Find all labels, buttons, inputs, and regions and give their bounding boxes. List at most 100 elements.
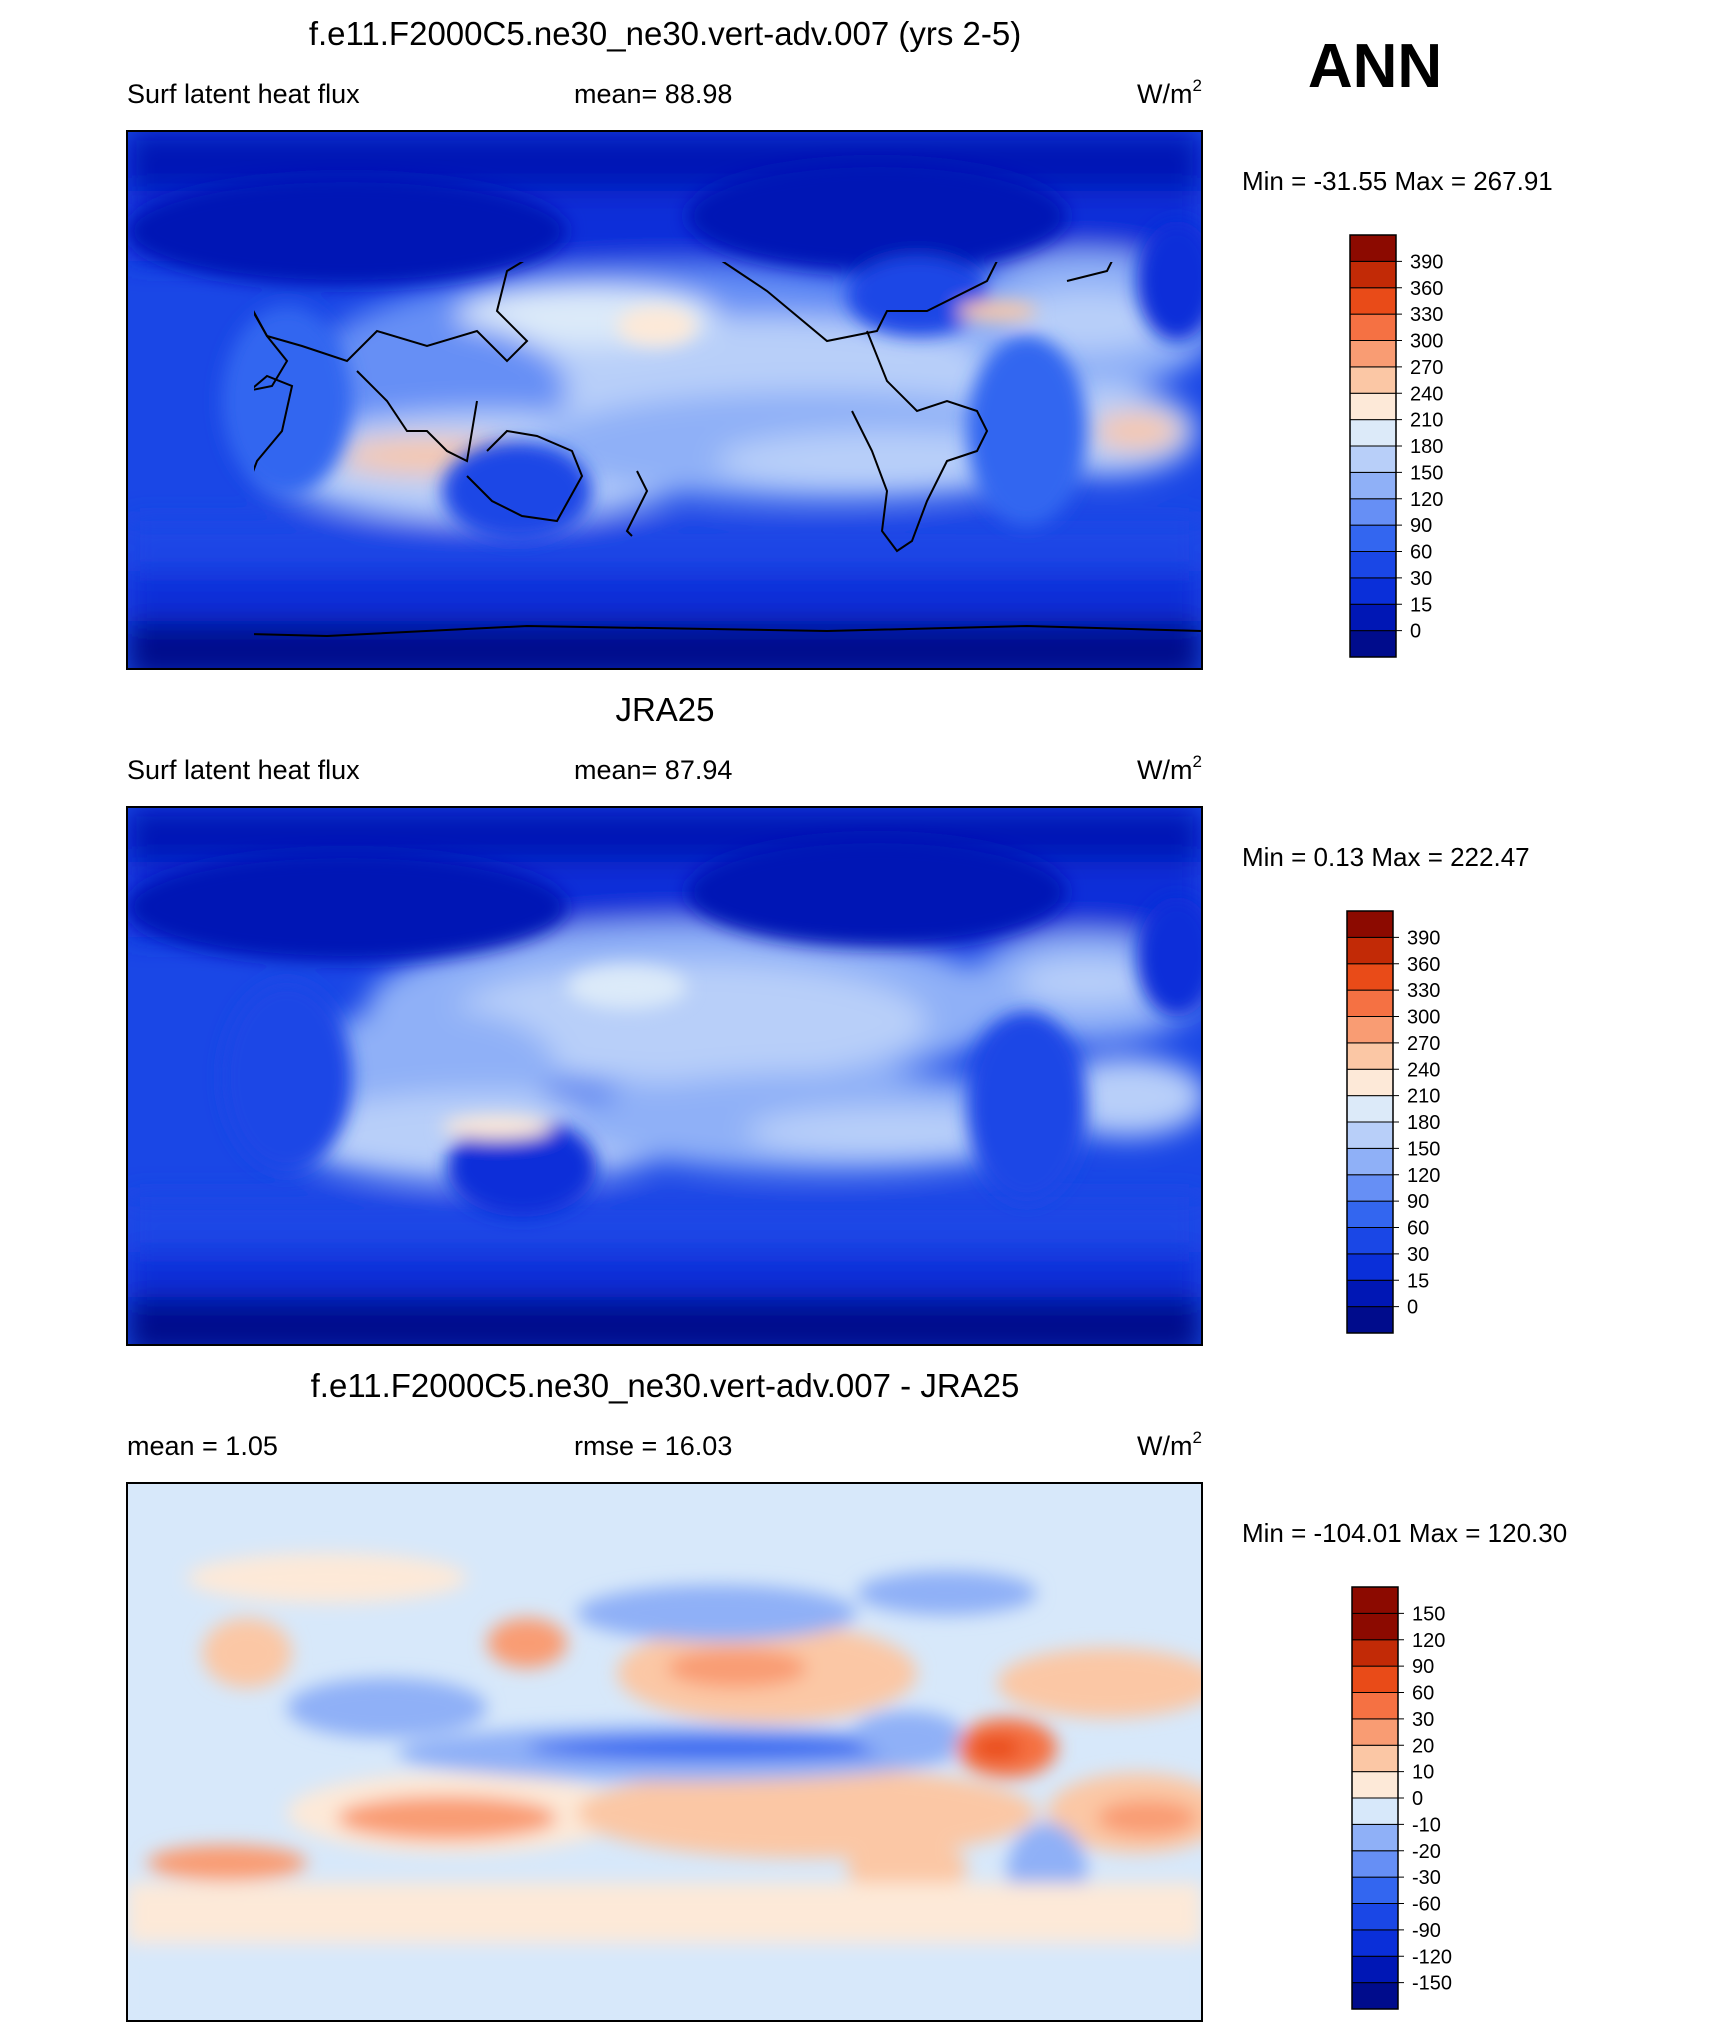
colorbar-tick-label: 0 [1407, 1297, 1418, 1319]
colorbar-tick-label: 270 [1410, 357, 1443, 379]
colorbar-box [1346, 1253, 1394, 1281]
colorbar-tick-label: 390 [1407, 927, 1440, 949]
colorbar-box [1351, 1771, 1399, 1799]
panel-units: W/m2 [1137, 1428, 1202, 1461]
colorbar-tick-label: 390 [1410, 251, 1443, 273]
panel-title: JRA25 [615, 691, 714, 728]
colorbar-tick-label: 90 [1412, 1656, 1434, 1678]
colorbar-tick-label: 180 [1410, 436, 1443, 458]
colorbar-tick-label: 330 [1407, 980, 1440, 1002]
colorbar: -150 -120 -90 -60 -30 -20 -10 0 10 20 30 60 90 120 150 [1351, 1586, 1452, 2010]
colorbar-box [1349, 366, 1397, 394]
colorbar-box [1349, 234, 1397, 262]
colorbar-tick-label: 90 [1407, 1191, 1429, 1213]
colorbar-box [1346, 1227, 1394, 1255]
colorbar-tick-label: -150 [1412, 1973, 1452, 1995]
colorbar-tick-label: 15 [1407, 1270, 1429, 1292]
colorbar: 0 15 30 60 90 120 150 180 210 240 270 300 330 360 390 [1349, 234, 1443, 658]
map-frame [126, 1482, 1203, 2022]
colorbar-tick-label: 150 [1410, 462, 1443, 484]
colorbar-tick-label: 360 [1407, 954, 1440, 976]
colorbar-box [1346, 910, 1394, 938]
colorbar-box [1349, 498, 1397, 526]
panel-minmax: Min = 0.13 Max = 222.47 [1242, 842, 1530, 872]
colorbar-tick-label: 30 [1407, 1244, 1429, 1266]
colorbar-box [1351, 1639, 1399, 1667]
colorbar-box [1351, 1929, 1399, 1957]
map-frame [126, 806, 1203, 1346]
panel-center-label: rmse = 16.03 [574, 1431, 732, 1461]
panel-minmax: Min = -104.01 Max = 120.30 [1242, 1518, 1567, 1548]
colorbar-tick-label: 60 [1410, 542, 1432, 564]
colorbar-box [1349, 630, 1397, 658]
colorbar-tick-label: 90 [1410, 515, 1432, 537]
coastlines [254, 262, 1203, 638]
season-label: ANN [1308, 32, 1442, 101]
colorbar-tick-label: 120 [1412, 1630, 1445, 1652]
colorbar-tick-label: 300 [1410, 331, 1443, 353]
panel-difference: f.e11.F2000C5.ne30_ne30.vert-adv.007 - J… [126, 1367, 1567, 2022]
colorbar-box [1349, 603, 1397, 632]
panel-center-label: mean= 87.94 [574, 755, 732, 785]
colorbar-box [1351, 1718, 1399, 1746]
colorbar-box [1349, 445, 1397, 473]
colorbar-box [1349, 340, 1397, 368]
colorbar-tick-label: 120 [1410, 489, 1443, 511]
colorbar-tick-label: -10 [1412, 1814, 1441, 1836]
colorbar-box [1346, 1279, 1394, 1308]
colorbar-tick-label: 360 [1410, 278, 1443, 300]
colorbar-box [1351, 1586, 1399, 1614]
colorbar-box [1349, 471, 1397, 500]
panel-left-label: Surf latent heat flux [127, 755, 360, 785]
panel-minmax: Min = -31.55 Max = 267.91 [1242, 166, 1553, 196]
colorbar-box [1346, 989, 1394, 1017]
colorbar-box [1346, 1147, 1394, 1176]
panel-title: f.e11.F2000C5.ne30_ne30.vert-adv.007 - J… [311, 1367, 1020, 1404]
colorbar-box [1349, 313, 1397, 341]
colorbar-box [1351, 1903, 1399, 1931]
colorbar-box [1346, 1095, 1394, 1123]
colorbar-box [1351, 1955, 1399, 1984]
colorbar-tick-label: 330 [1410, 304, 1443, 326]
colorbar-box [1351, 1823, 1399, 1852]
panel-observations: JRA25 Surf latent heat flux mean= 87.94 … [126, 691, 1530, 1346]
colorbar-tick-label: 20 [1412, 1735, 1434, 1757]
colorbar-tick-label: -30 [1412, 1867, 1441, 1889]
colorbar-tick-label: -120 [1412, 1946, 1452, 1968]
colorbar-box [1351, 1876, 1399, 1904]
colorbar-box [1351, 1797, 1399, 1825]
colorbar-box [1346, 1306, 1394, 1334]
panel-model: f.e11.F2000C5.ne30_ne30.vert-adv.007 (yr… [126, 15, 1553, 670]
colorbar-box [1349, 260, 1397, 289]
colorbar-tick-label: 15 [1410, 594, 1432, 616]
map-field [127, 1483, 1202, 2021]
colorbar-box [1351, 1612, 1399, 1641]
panel-units: W/m2 [1137, 76, 1202, 109]
colorbar-box [1346, 1200, 1394, 1228]
colorbar-box [1346, 1174, 1394, 1202]
panel-left-label: Surf latent heat flux [127, 79, 360, 109]
colorbar-tick-label: 60 [1407, 1218, 1429, 1240]
colorbar-tick-label: 0 [1412, 1788, 1423, 1810]
colorbar-tick-label: 0 [1410, 621, 1421, 643]
colorbar-box [1346, 963, 1394, 991]
colorbar-box [1346, 1068, 1394, 1097]
colorbar-box [1351, 1665, 1399, 1693]
colorbar-box [1349, 287, 1397, 315]
colorbar-tick-label: 60 [1412, 1683, 1434, 1705]
colorbar-box [1351, 1692, 1399, 1720]
colorbar-tick-label: 10 [1412, 1762, 1434, 1784]
colorbar-tick-label: 210 [1407, 1086, 1440, 1108]
colorbar-tick-label: 120 [1407, 1165, 1440, 1187]
colorbar-tick-label: 300 [1407, 1007, 1440, 1029]
colorbar-tick-label: 240 [1407, 1059, 1440, 1081]
colorbar-tick-label: -20 [1412, 1841, 1441, 1863]
map-field [127, 131, 1202, 669]
panel-units: W/m2 [1137, 752, 1202, 785]
colorbar-tick-label: -60 [1412, 1894, 1441, 1916]
panel-center-label: mean= 88.98 [574, 79, 732, 109]
colorbar-box [1351, 1850, 1399, 1878]
colorbar-box [1349, 577, 1397, 605]
colorbar-box [1346, 1042, 1394, 1070]
